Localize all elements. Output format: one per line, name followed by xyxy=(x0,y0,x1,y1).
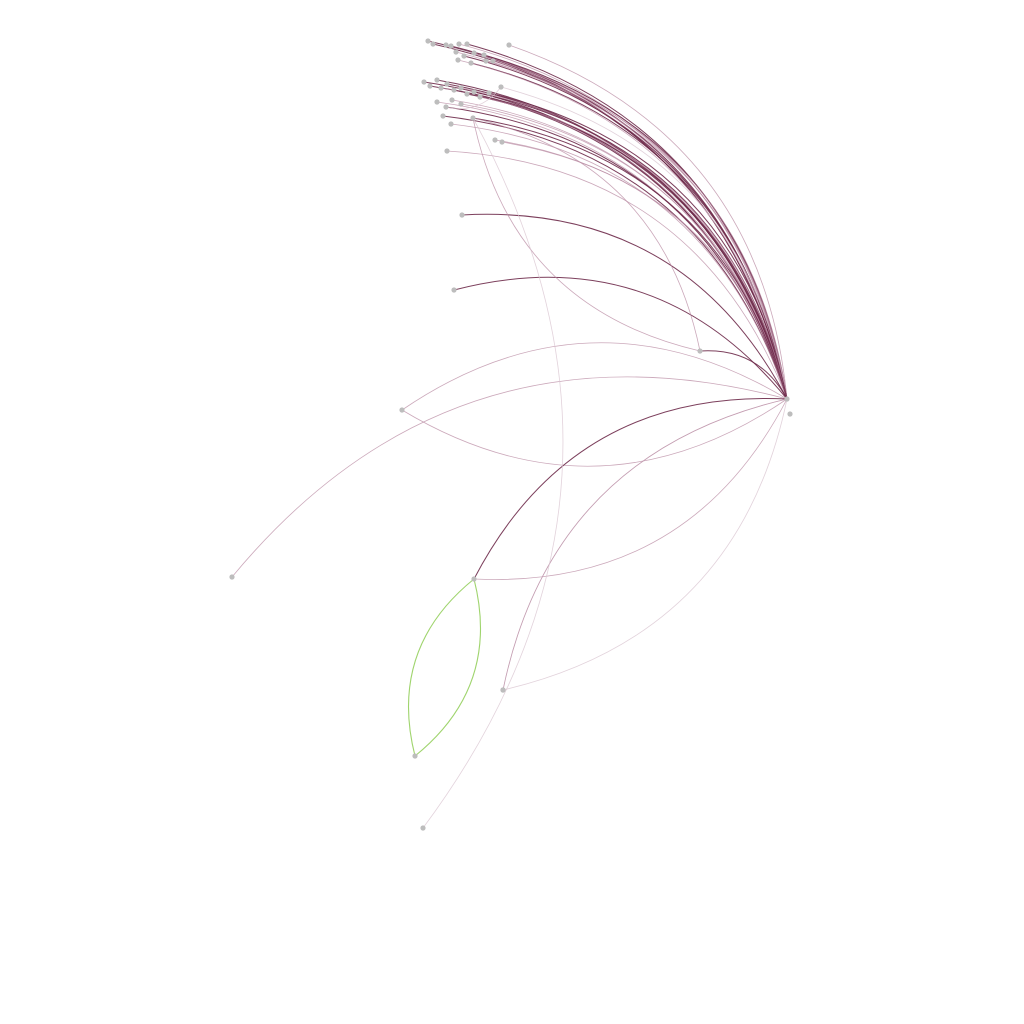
node-t3 xyxy=(443,42,449,48)
node-c8 xyxy=(464,91,470,97)
edge-c20-hub xyxy=(446,150,788,400)
edge-t13-hub xyxy=(470,62,788,400)
node-c9 xyxy=(471,89,477,95)
edge-m3-hub xyxy=(699,350,788,400)
node-c5 xyxy=(444,81,450,87)
edge-c9-hub xyxy=(473,91,788,400)
edge-t6-hub xyxy=(466,43,788,400)
node-c15 xyxy=(458,101,464,107)
node-c3 xyxy=(434,77,440,83)
edge-c18-hub xyxy=(494,139,788,400)
node-s2 xyxy=(412,753,418,759)
nodes-layer xyxy=(229,38,793,831)
node-c2 xyxy=(427,83,433,89)
node-c14 xyxy=(449,97,455,103)
node-m4 xyxy=(470,115,476,121)
node-l1 xyxy=(229,574,235,580)
edge-t12-hub xyxy=(508,44,788,400)
edge-t16-hub xyxy=(500,86,788,400)
node-c6 xyxy=(451,87,457,93)
node-hub2 xyxy=(787,411,793,417)
edges-layer xyxy=(231,40,788,829)
edge-t15-hub xyxy=(457,59,788,400)
node-s3 xyxy=(500,687,506,693)
node-c1 xyxy=(421,79,427,85)
node-t8 xyxy=(461,53,467,59)
node-t14 xyxy=(483,58,489,64)
node-t11 xyxy=(490,58,496,64)
node-c16 xyxy=(440,113,446,119)
edge-c17-hub xyxy=(450,123,788,400)
node-t6 xyxy=(464,41,470,47)
node-s4 xyxy=(420,825,426,831)
node-t16 xyxy=(498,84,504,90)
node-m2 xyxy=(451,287,457,293)
edge-l1-hub xyxy=(231,376,788,578)
node-m3 xyxy=(697,348,703,354)
node-t7 xyxy=(453,49,459,55)
node-m1 xyxy=(459,212,465,218)
edge-hub-s3 xyxy=(502,398,788,691)
node-t9 xyxy=(471,50,477,56)
edge-c11-hub xyxy=(488,92,788,400)
node-r1 xyxy=(399,407,405,413)
node-t2 xyxy=(430,41,436,47)
edge-m3-m4 xyxy=(472,117,701,352)
node-c4 xyxy=(438,85,444,91)
edge-m2-hub xyxy=(453,276,788,400)
edge-t16-c13 xyxy=(445,86,502,110)
edge-m4-hub xyxy=(472,117,788,400)
node-t15 xyxy=(455,57,461,63)
edge-m4-m3 xyxy=(472,117,701,352)
edge-hub-r1 xyxy=(401,398,788,467)
edge-c6-hub xyxy=(453,89,788,400)
edge-s1-hub xyxy=(473,397,788,580)
edge-l2-hub xyxy=(502,398,788,691)
node-t1 xyxy=(425,38,431,44)
node-t5 xyxy=(456,41,462,47)
edge-t11-hub xyxy=(492,60,788,400)
node-c19 xyxy=(499,139,505,145)
edge-m4-s4 xyxy=(422,117,564,829)
node-t12 xyxy=(506,42,512,48)
node-s1 xyxy=(471,576,477,582)
node-c18 xyxy=(492,137,498,143)
node-c10 xyxy=(477,94,483,100)
edge-t8-hub xyxy=(463,55,788,400)
node-t10 xyxy=(481,52,487,58)
node-c7 xyxy=(458,85,464,91)
node-c12 xyxy=(434,99,440,105)
node-c11 xyxy=(486,90,492,96)
edge-t14-hub xyxy=(485,60,788,400)
node-c13 xyxy=(443,104,449,110)
node-c20 xyxy=(444,148,450,154)
edge-m1-hub xyxy=(461,213,788,400)
edge-c8-hub xyxy=(466,93,788,400)
edge-t7-hub xyxy=(455,51,788,400)
edge-s1-s2 xyxy=(414,578,481,757)
edge-hub-s1 xyxy=(473,398,788,580)
node-t13 xyxy=(468,60,474,66)
edge-s2-s1 xyxy=(408,578,475,757)
node-hub xyxy=(784,396,790,402)
edge-s3-hub xyxy=(502,398,788,691)
edge-c15-hub xyxy=(460,103,788,400)
node-t4 xyxy=(448,43,454,49)
edge-c10-hub xyxy=(479,96,788,400)
node-c17 xyxy=(448,121,454,127)
edge-r1-hub xyxy=(401,342,788,411)
